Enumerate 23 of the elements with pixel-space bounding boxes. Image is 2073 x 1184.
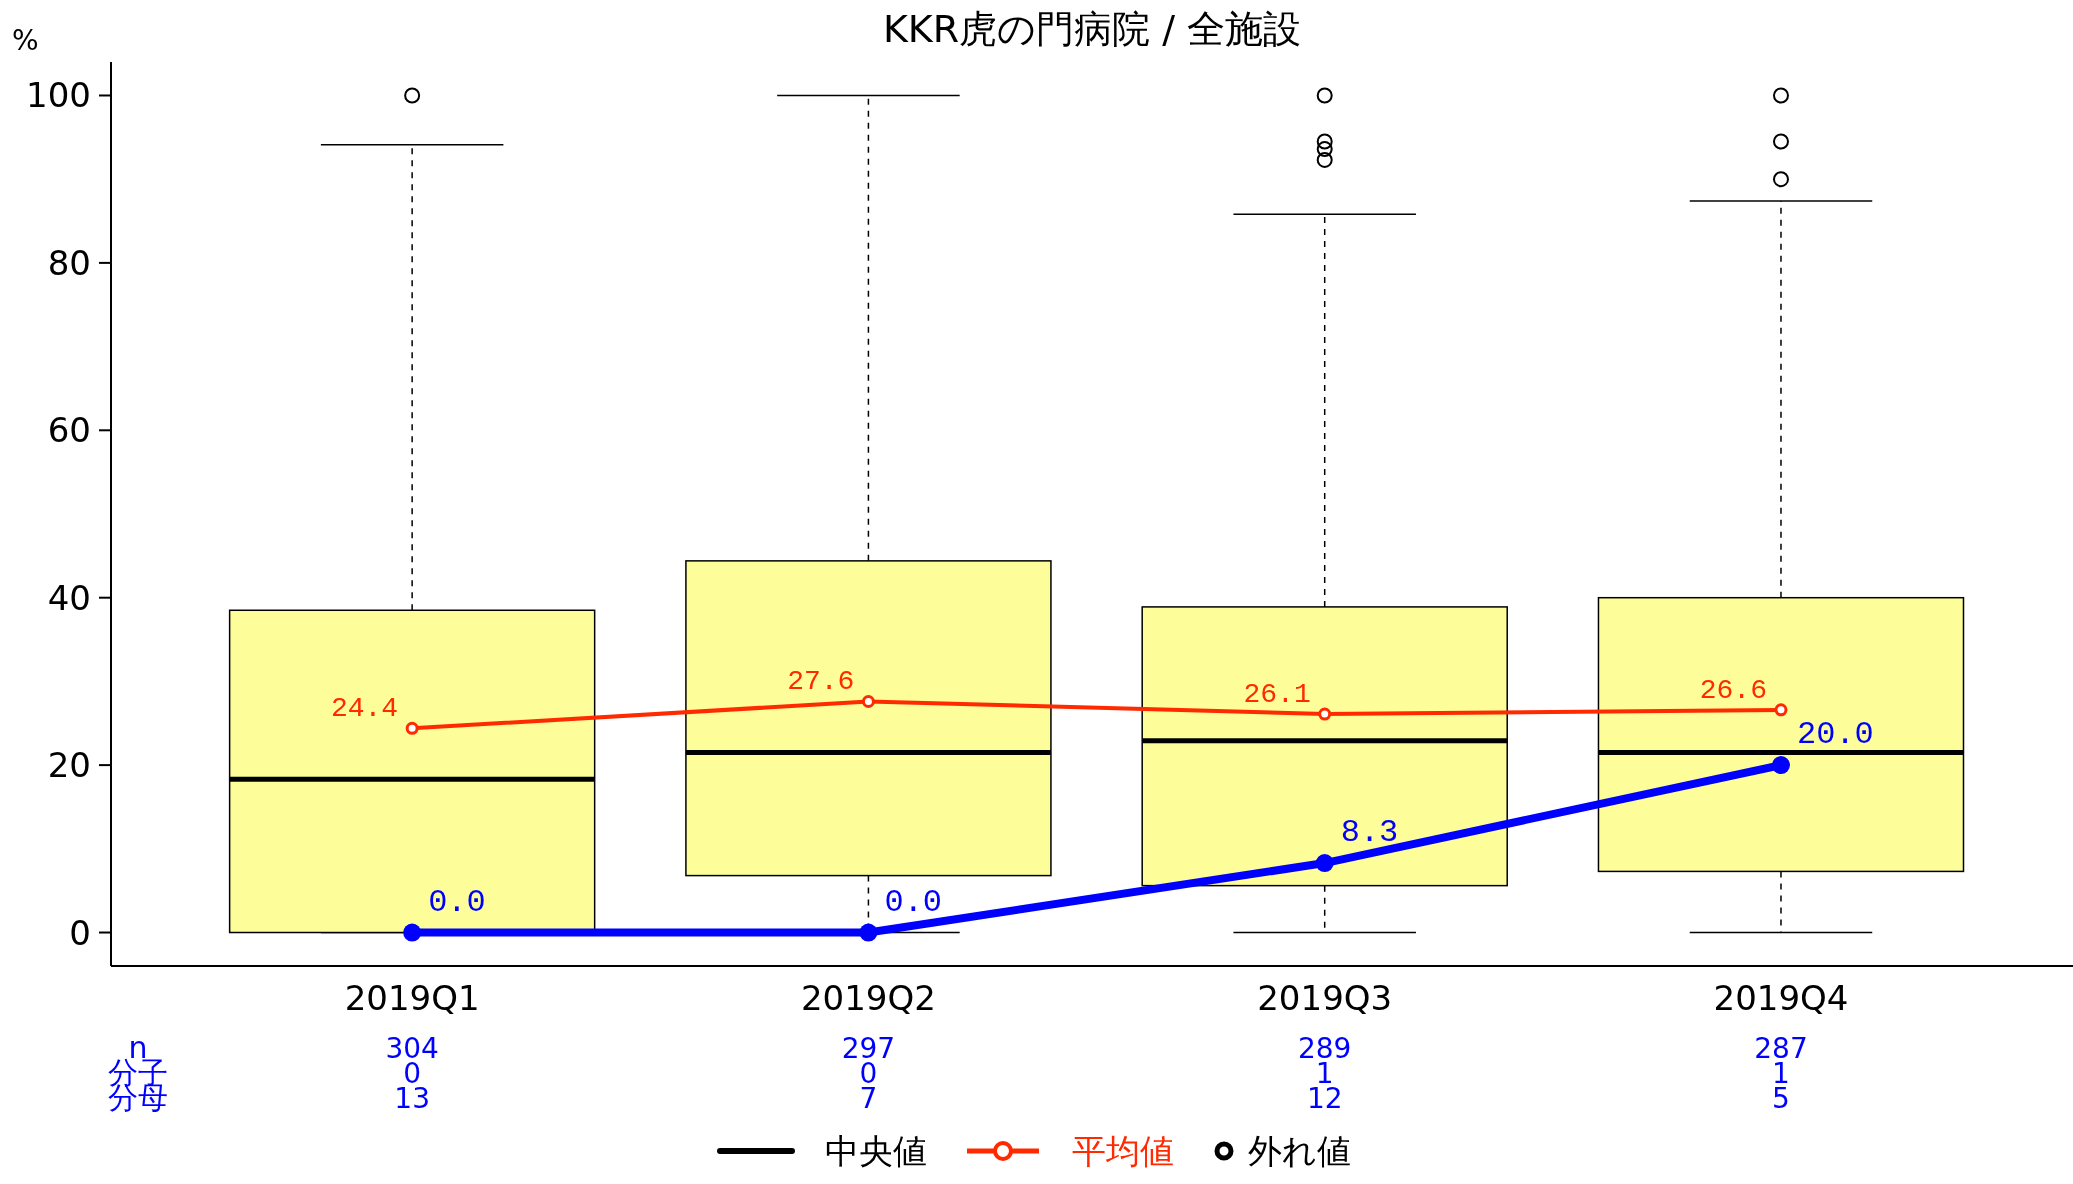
y-axis-title: %: [12, 24, 39, 57]
x-tick-label: 2019Q4: [1713, 978, 1849, 1018]
legend-label: 外れ値: [1248, 1131, 1351, 1171]
x-tick-label: 2019Q2: [800, 978, 936, 1018]
data-label: 27.6: [787, 666, 855, 698]
legend-label: 中央値: [825, 1131, 927, 1171]
data-label: 0.0: [884, 883, 943, 921]
data-label: 8.3: [1340, 814, 1399, 852]
legend-label: 平均値: [1072, 1131, 1174, 1171]
data-label: 26.6: [1699, 674, 1767, 706]
y-tick-label: 100: [26, 75, 91, 116]
data-label: 26.1: [1243, 679, 1311, 711]
x-tick-label: 2019Q3: [1257, 978, 1393, 1018]
y-tick-label: 0: [69, 912, 91, 953]
y-tick-label: 60: [47, 410, 91, 451]
x-tick-label: 2019Q1: [344, 978, 480, 1018]
y-tick-label: 40: [47, 577, 91, 618]
data-label: 24.4: [330, 693, 399, 725]
y-tick-label: 20: [47, 745, 91, 786]
title: KKR虎の門病院 / 全施設: [882, 7, 1302, 51]
data-label: 0.0: [428, 883, 486, 921]
data-label: 20.0: [1796, 716, 1874, 754]
y-tick-label: 80: [47, 242, 91, 283]
